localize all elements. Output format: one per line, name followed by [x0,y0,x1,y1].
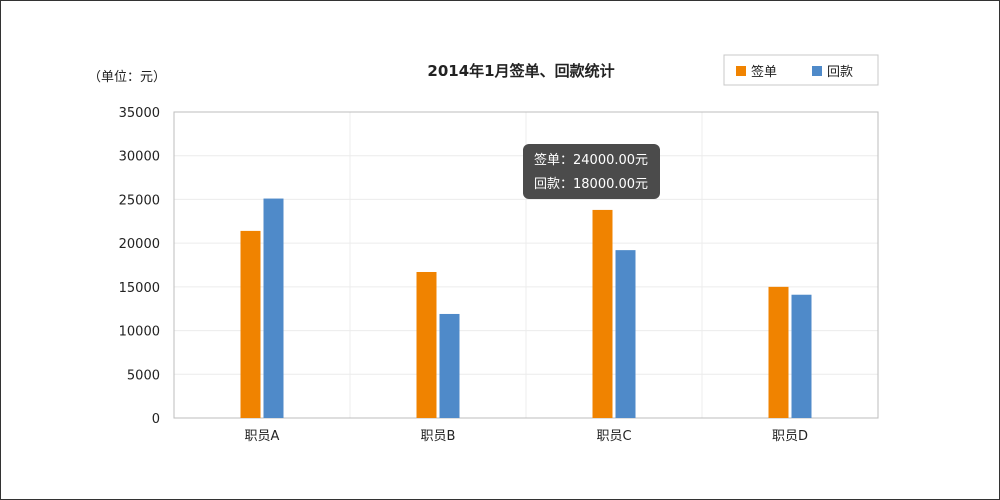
x-axis: 职员A 职员B 职员C 职员D [245,429,808,444]
x-tick-label: 职员A [245,429,280,444]
y-tick-label: 25000 [119,193,160,208]
legend: 签单 回款 [723,54,879,86]
legend-label-signing[interactable]: 签单 [751,64,777,80]
x-tick-label: 职员D [772,429,808,444]
x-tick-label: 职员C [596,429,631,444]
y-axis: 0 5000 10000 15000 20000 25000 30000 35000 [119,106,160,427]
bar-signing-b[interactable] [416,271,437,418]
bar-payment-a[interactable] [263,198,284,418]
bars-layer [240,198,812,418]
y-tick-label: 35000 [119,106,160,121]
y-tick-label: 5000 [127,368,160,383]
tooltip-line-signing: 签单：24000.00元 [534,152,648,168]
tooltip-line-payment: 回款：18000.00元 [534,177,648,192]
legend-label-payment[interactable]: 回款 [827,65,853,80]
y-tick-label: 30000 [119,150,160,165]
y-tick-label: 0 [152,412,160,427]
tooltip: 签单：24000.00元 回款：18000.00元 [523,144,660,199]
bar-signing-a[interactable] [240,230,261,418]
tooltip-box [523,144,660,199]
bar-signing-c[interactable] [592,209,613,418]
y-tick-label: 10000 [119,325,160,340]
chart-title: 2014年1月签单、回款统计 [427,62,614,80]
y-tick-label: 15000 [119,281,160,296]
legend-swatch-payment [812,66,822,76]
bar-payment-d[interactable] [791,294,812,418]
bar-payment-c[interactable] [615,250,636,418]
legend-swatch-signing [736,66,746,76]
unit-label: （单位：元） [88,70,166,85]
legend-box [723,54,879,86]
y-tick-label: 20000 [119,237,160,252]
bar-payment-b[interactable] [439,313,460,418]
bar-signing-d[interactable] [768,286,789,418]
x-tick-label: 职员B [421,429,456,444]
plot-border [173,111,879,419]
